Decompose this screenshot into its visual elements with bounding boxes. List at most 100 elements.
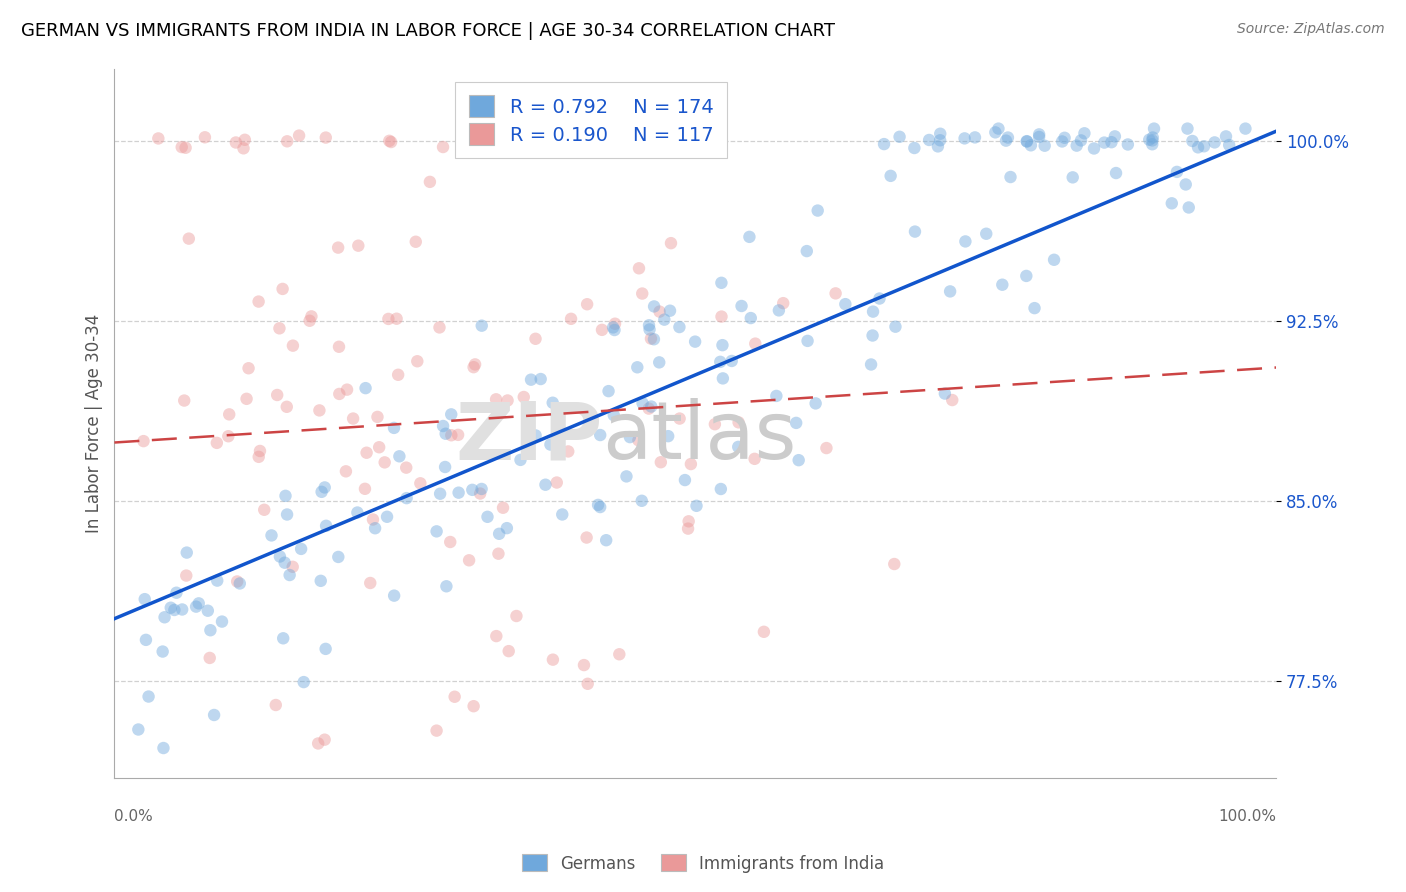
Point bbox=[432, 140, 454, 154]
Point bbox=[170, 140, 193, 154]
Point bbox=[1043, 252, 1066, 267]
Point bbox=[678, 514, 700, 528]
Point bbox=[1177, 201, 1199, 215]
Point bbox=[1066, 138, 1088, 153]
Point bbox=[1215, 129, 1237, 144]
Point bbox=[974, 227, 997, 241]
Point bbox=[631, 286, 654, 301]
Point bbox=[382, 589, 405, 603]
Point bbox=[984, 125, 1007, 139]
Point bbox=[247, 450, 270, 464]
Point bbox=[727, 440, 749, 454]
Point bbox=[631, 396, 654, 410]
Y-axis label: In Labor Force | Age 30-34: In Labor Force | Age 30-34 bbox=[86, 313, 103, 533]
Point bbox=[1028, 128, 1050, 142]
Point bbox=[648, 304, 671, 318]
Point bbox=[904, 225, 927, 239]
Point bbox=[1104, 129, 1126, 144]
Point bbox=[640, 332, 662, 346]
Point bbox=[889, 129, 911, 144]
Point bbox=[354, 482, 377, 496]
Point bbox=[589, 500, 612, 514]
Point bbox=[226, 574, 249, 589]
Point bbox=[603, 317, 626, 331]
Point bbox=[429, 320, 451, 334]
Point bbox=[683, 334, 706, 349]
Point bbox=[152, 644, 174, 658]
Point bbox=[249, 444, 271, 458]
Point bbox=[235, 392, 257, 406]
Point bbox=[276, 134, 298, 148]
Legend: Germans, Immigrants from India: Germans, Immigrants from India bbox=[515, 847, 891, 880]
Point bbox=[377, 312, 399, 326]
Point bbox=[470, 486, 492, 500]
Point bbox=[148, 131, 170, 145]
Point bbox=[934, 386, 956, 401]
Point bbox=[380, 135, 402, 149]
Point bbox=[627, 261, 650, 276]
Point bbox=[619, 430, 641, 444]
Point bbox=[281, 339, 304, 353]
Point bbox=[202, 708, 225, 723]
Point bbox=[627, 434, 650, 448]
Point bbox=[269, 321, 291, 335]
Point bbox=[576, 297, 599, 311]
Point bbox=[520, 373, 543, 387]
Point bbox=[432, 419, 454, 434]
Point bbox=[205, 435, 228, 450]
Point bbox=[834, 297, 856, 311]
Point bbox=[314, 480, 336, 494]
Point bbox=[496, 521, 519, 535]
Point bbox=[388, 450, 411, 464]
Point bbox=[607, 647, 630, 661]
Point bbox=[163, 603, 186, 617]
Point bbox=[461, 483, 484, 497]
Point bbox=[1028, 130, 1050, 145]
Point bbox=[308, 403, 330, 417]
Point bbox=[361, 512, 384, 526]
Point bbox=[1015, 134, 1038, 148]
Point bbox=[311, 484, 333, 499]
Point bbox=[328, 387, 350, 401]
Point bbox=[1174, 178, 1197, 192]
Point bbox=[134, 592, 156, 607]
Point bbox=[730, 299, 752, 313]
Point bbox=[314, 732, 336, 747]
Point bbox=[382, 421, 405, 435]
Point bbox=[426, 524, 449, 539]
Point bbox=[463, 699, 485, 714]
Point bbox=[572, 658, 595, 673]
Point bbox=[217, 429, 239, 443]
Point bbox=[477, 509, 499, 524]
Point bbox=[1143, 121, 1166, 136]
Point bbox=[492, 500, 515, 515]
Point bbox=[434, 460, 457, 475]
Point bbox=[127, 723, 149, 737]
Point bbox=[785, 416, 807, 430]
Point bbox=[738, 230, 761, 244]
Point bbox=[659, 303, 682, 318]
Point bbox=[603, 408, 626, 422]
Text: 100.0%: 100.0% bbox=[1218, 809, 1277, 824]
Point bbox=[676, 522, 699, 536]
Point bbox=[153, 610, 176, 624]
Point bbox=[1015, 135, 1038, 149]
Text: ZIP: ZIP bbox=[456, 398, 602, 476]
Point bbox=[429, 487, 451, 501]
Point bbox=[395, 491, 418, 505]
Point bbox=[685, 499, 707, 513]
Point bbox=[787, 453, 810, 467]
Point bbox=[953, 131, 976, 145]
Point bbox=[991, 277, 1014, 292]
Point bbox=[200, 624, 222, 638]
Point bbox=[557, 444, 579, 458]
Point bbox=[264, 698, 287, 712]
Text: 0.0%: 0.0% bbox=[114, 809, 153, 824]
Point bbox=[194, 130, 217, 145]
Point bbox=[505, 609, 527, 624]
Point bbox=[434, 426, 457, 441]
Point bbox=[995, 134, 1018, 148]
Point bbox=[524, 428, 547, 442]
Point bbox=[586, 498, 609, 512]
Point bbox=[488, 547, 510, 561]
